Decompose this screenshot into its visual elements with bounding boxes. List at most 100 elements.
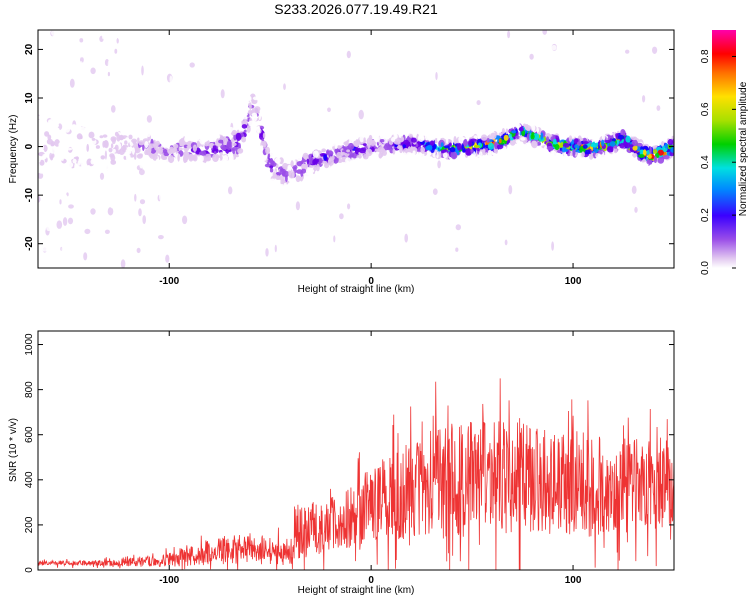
spectrogram-cell — [266, 166, 270, 173]
spectrogram-cell — [104, 229, 110, 234]
spectrogram-cell — [366, 137, 373, 146]
spectrogram-cell — [125, 108, 129, 115]
spectrogram-cell — [625, 49, 630, 54]
spectrogram-cell — [124, 219, 129, 227]
spectrogram-cell — [125, 153, 129, 162]
spectrogram-cell — [443, 152, 448, 159]
spectrogram-cell — [647, 154, 652, 159]
spectrogram-cell — [358, 109, 364, 120]
spectrogram-cell — [42, 260, 48, 267]
spectrogram-cell — [101, 33, 105, 40]
spectrogram-cell — [70, 124, 78, 130]
spectrogram-cell — [204, 207, 207, 212]
spectrogram-cell — [158, 97, 164, 104]
spectrogram-cell — [52, 111, 58, 116]
spectrogram-cell — [223, 131, 227, 136]
spectrogram-cell — [62, 152, 66, 157]
snr-y-axis-label: SNR (10 * v/v) — [8, 418, 19, 482]
spectrogram-cell — [173, 159, 177, 163]
spectrogram-cell — [121, 145, 126, 151]
spectrogram-x-axis-label: Height of straight line (km) — [298, 284, 415, 295]
spectrogram-cell — [263, 138, 271, 142]
spectrogram-cell — [241, 144, 245, 150]
spectrogram-cell — [138, 208, 142, 217]
spectrogram-cell — [199, 162, 206, 167]
spectrogram-cell — [171, 134, 175, 142]
spectrogram-cell — [107, 120, 112, 124]
spectrogram-cells — [38, 30, 674, 268]
spectrogram-cell — [321, 144, 326, 150]
spectrogram-cell — [94, 195, 100, 203]
spectrogram-cell — [551, 44, 557, 51]
spectrogram-cell — [463, 139, 469, 147]
spectrogram-cell — [262, 155, 267, 161]
spectrogram-cell — [125, 123, 133, 129]
spectrogram-cell — [116, 38, 119, 44]
spectrogram-cell — [83, 139, 89, 145]
spectrogram-cell — [341, 162, 347, 166]
colorbar-gradient — [712, 30, 736, 268]
spectrogram-cell — [132, 147, 135, 155]
spectrogram-cell — [289, 100, 293, 106]
spectrogram-cell — [158, 235, 164, 240]
spectrogram-cell — [111, 105, 116, 113]
spectrogram-cell — [153, 142, 159, 151]
spectrogram-cell — [115, 189, 121, 199]
spectrogram-cell — [182, 263, 188, 268]
spectrogram-cell — [597, 249, 604, 257]
spectrogram-cell — [59, 163, 64, 167]
spectrogram-cell — [496, 144, 504, 150]
spectrogram-cell — [334, 106, 338, 114]
spectrogram-cell — [304, 148, 312, 152]
spectrogram-cell — [148, 166, 151, 175]
spectrogram-cell — [472, 64, 478, 73]
spectrogram-cell — [336, 145, 342, 149]
spectrogram-cell — [642, 95, 646, 103]
spectrogram-cell — [468, 140, 473, 147]
spectrogram-cell — [560, 141, 564, 148]
spectrogram-cell — [50, 62, 55, 70]
spectrogram-cell — [59, 199, 62, 205]
spectrogram-cell — [448, 142, 452, 147]
spectrogram-cell — [298, 208, 304, 217]
spectrogram-cell — [114, 48, 118, 54]
spectrogram-cell — [526, 127, 531, 132]
spectrogram-cell — [346, 36, 352, 44]
spectrogram-cell — [283, 83, 286, 90]
spectrogram-cell — [191, 134, 198, 143]
spectrogram-cell — [196, 140, 200, 148]
spectrogram-cell — [152, 154, 158, 161]
spectrogram-cell — [550, 150, 557, 157]
spectrogram-cell — [107, 207, 114, 216]
spectrogram-cell — [191, 96, 194, 102]
spectrogram-cell — [594, 135, 598, 144]
x-tick-label: 100 — [565, 276, 582, 287]
spectrogram-cell — [142, 215, 146, 225]
spectrogram-cell — [107, 167, 111, 172]
spectrogram-cell — [473, 135, 478, 140]
spectrogram-cell — [231, 84, 237, 92]
spectrogram-cell — [68, 204, 74, 209]
spectrogram-cell — [251, 151, 256, 159]
spectrogram-cell — [316, 163, 320, 172]
spectrogram-cell — [42, 128, 45, 132]
spectrogram-cell — [574, 144, 579, 149]
spectrogram-cell — [549, 213, 553, 220]
spectrogram-cell — [52, 219, 55, 226]
spectrogram-cell — [393, 138, 401, 145]
spectrogram-cell — [228, 186, 233, 195]
spectrogram-cell — [487, 142, 495, 150]
spectrogram-cell — [117, 112, 122, 120]
spectrogram-cell — [81, 65, 84, 71]
spectrogram-cell — [122, 35, 129, 44]
spectrogram-cell — [487, 149, 492, 158]
spectrogram-cell — [49, 80, 56, 90]
spectrogram-cell — [456, 143, 462, 151]
spectrogram-cell — [494, 141, 498, 150]
spectrogram-cell — [199, 136, 205, 145]
spectrogram-cell — [611, 99, 617, 108]
spectrogram-cell — [210, 132, 215, 141]
spectrogram-cell — [142, 144, 145, 151]
spectrogram-cell — [74, 163, 78, 170]
